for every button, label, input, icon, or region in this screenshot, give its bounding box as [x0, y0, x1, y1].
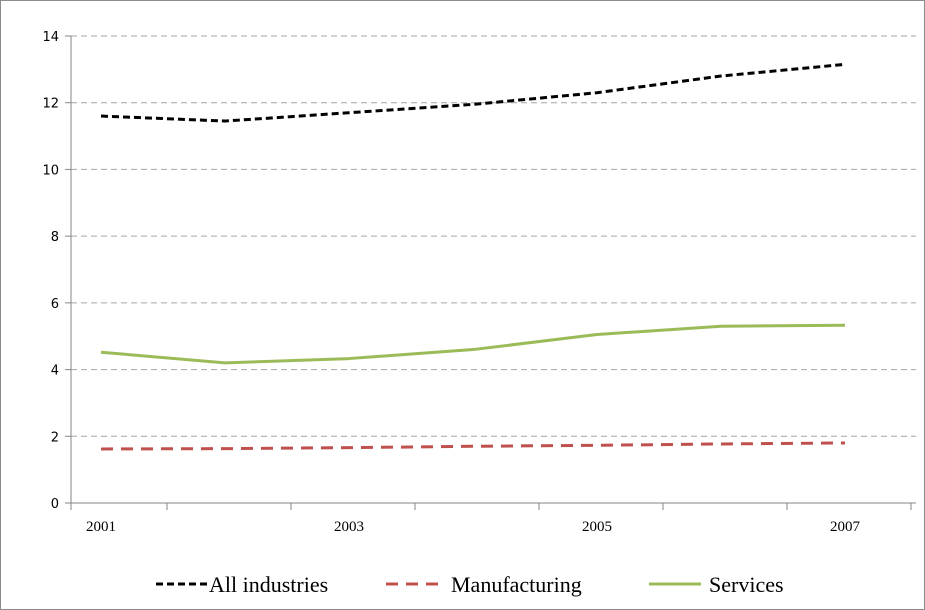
series-line-manufacturing: [100, 441, 846, 451]
x-tick-label: 2005: [582, 519, 612, 535]
legend-label: Services: [709, 572, 784, 597]
gridlines: [71, 35, 916, 437]
legend-label: All industries: [209, 572, 328, 597]
x-tick-label: 2003: [334, 519, 364, 535]
series-lines: [100, 62, 846, 451]
y-tick-label: 2: [51, 430, 59, 445]
y-tick-label: 8: [51, 230, 59, 245]
x-tick-label: 2007: [830, 519, 861, 535]
y-tick-label: 10: [42, 163, 59, 178]
axes: [65, 35, 916, 510]
y-tick-label: 12: [42, 97, 59, 112]
legend: All industries Manufacturing Services: [156, 572, 784, 597]
series-line-all-industries: [100, 62, 846, 123]
x-tick-labels: 2001 2003 2005 2007: [86, 519, 861, 535]
legend-label: Manufacturing: [451, 572, 582, 597]
x-tick-label: 2001: [86, 519, 116, 535]
y-tick-label: 6: [51, 297, 59, 312]
y-tick-label: 14: [42, 30, 59, 45]
y-tick-labels: 0 2 4 6 8 10 12 14: [42, 30, 59, 512]
series-line-services: [100, 323, 846, 365]
y-tick-label: 0: [51, 497, 59, 512]
y-tick-label: 4: [51, 364, 59, 379]
